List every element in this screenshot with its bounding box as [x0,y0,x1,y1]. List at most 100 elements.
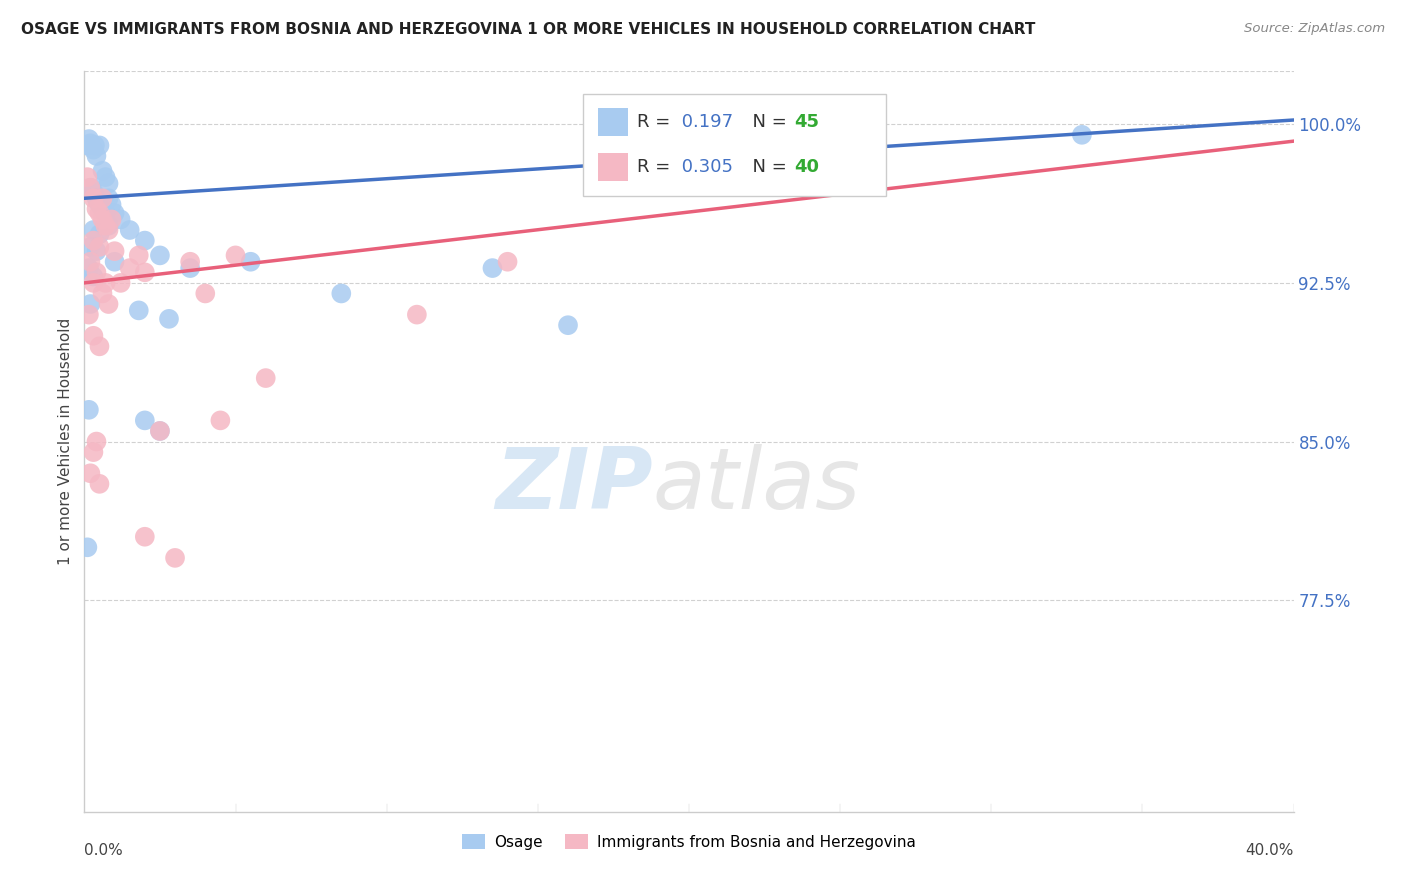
Point [128,303,150,318]
Text: R =: R = [637,158,676,176]
Point [82,223,104,237]
Point [94,219,117,233]
Point [830,160,852,174]
Point [134,530,156,544]
Point [84,138,107,153]
Text: atlas: atlas [652,444,860,527]
Point [1071,128,1094,142]
Point [76,138,98,153]
Point [89,240,111,254]
Point [481,261,503,276]
Point [94,170,117,185]
Point [82,191,104,205]
Point [76,541,98,555]
Point [79,297,101,311]
Text: OSAGE VS IMMIGRANTS FROM BOSNIA AND HERZEGOVINA 1 OR MORE VEHICLES IN HOUSEHOLD : OSAGE VS IMMIGRANTS FROM BOSNIA AND HERZ… [21,22,1035,37]
Point [82,269,104,284]
Text: 40.0%: 40.0% [1246,844,1294,858]
Point [91,212,114,227]
Point [97,177,120,191]
Point [77,402,100,417]
Point [86,149,108,163]
Point [91,286,114,301]
Point [209,413,232,427]
Point [82,234,104,248]
Point [179,254,201,268]
Text: N =: N = [741,158,793,176]
Point [104,244,127,259]
Point [100,197,122,211]
Text: ZIP: ZIP [495,444,652,527]
Y-axis label: 1 or more Vehicles in Household: 1 or more Vehicles in Household [58,318,73,566]
Point [89,138,111,153]
Point [94,206,117,220]
Point [79,240,101,254]
Point [86,244,108,259]
Point [79,467,101,481]
Point [254,371,277,385]
Point [97,191,120,205]
Point [110,212,132,227]
Point [104,206,127,220]
Point [118,261,141,276]
Point [86,191,108,205]
Point [77,132,100,146]
Point [496,254,519,268]
Point [86,265,108,279]
Point [104,254,127,268]
Legend: Osage, Immigrants from Bosnia and Herzegovina: Osage, Immigrants from Bosnia and Herzeg… [456,828,922,856]
Point [89,339,111,353]
Point [149,424,172,438]
Text: 40: 40 [794,158,820,176]
Point [97,297,120,311]
Point [86,434,108,449]
Point [76,170,98,185]
Text: 0.0%: 0.0% [84,844,124,858]
Point [79,254,101,268]
Point [134,265,156,279]
Point [165,550,187,565]
Text: Source: ZipAtlas.com: Source: ZipAtlas.com [1244,22,1385,36]
Point [149,424,172,438]
Point [239,254,262,268]
Point [118,223,141,237]
Point [82,276,104,290]
Point [77,308,100,322]
Point [77,261,100,276]
Point [330,286,353,301]
Point [94,276,117,290]
Point [91,202,114,216]
Point [89,476,111,491]
Point [82,445,104,459]
Point [97,223,120,237]
Point [134,413,156,427]
Point [79,136,101,151]
Point [89,206,111,220]
Text: 45: 45 [794,113,820,131]
Point [86,202,108,216]
Point [134,234,156,248]
Point [149,248,172,262]
Point [89,197,111,211]
Point [89,227,111,242]
Point [406,308,429,322]
Text: N =: N = [741,113,793,131]
Point [91,163,114,178]
Point [194,286,217,301]
Text: 0.197: 0.197 [676,113,734,131]
Text: R =: R = [637,113,676,131]
Point [82,328,104,343]
Point [97,219,120,233]
Point [179,261,201,276]
Point [82,143,104,157]
Point [79,180,101,194]
Point [157,311,180,326]
Text: 0.305: 0.305 [676,158,734,176]
Point [110,276,132,290]
Point [225,248,247,262]
Point [100,212,122,227]
Point [91,191,114,205]
Point [82,185,104,199]
Point [128,248,150,262]
Point [79,180,101,194]
